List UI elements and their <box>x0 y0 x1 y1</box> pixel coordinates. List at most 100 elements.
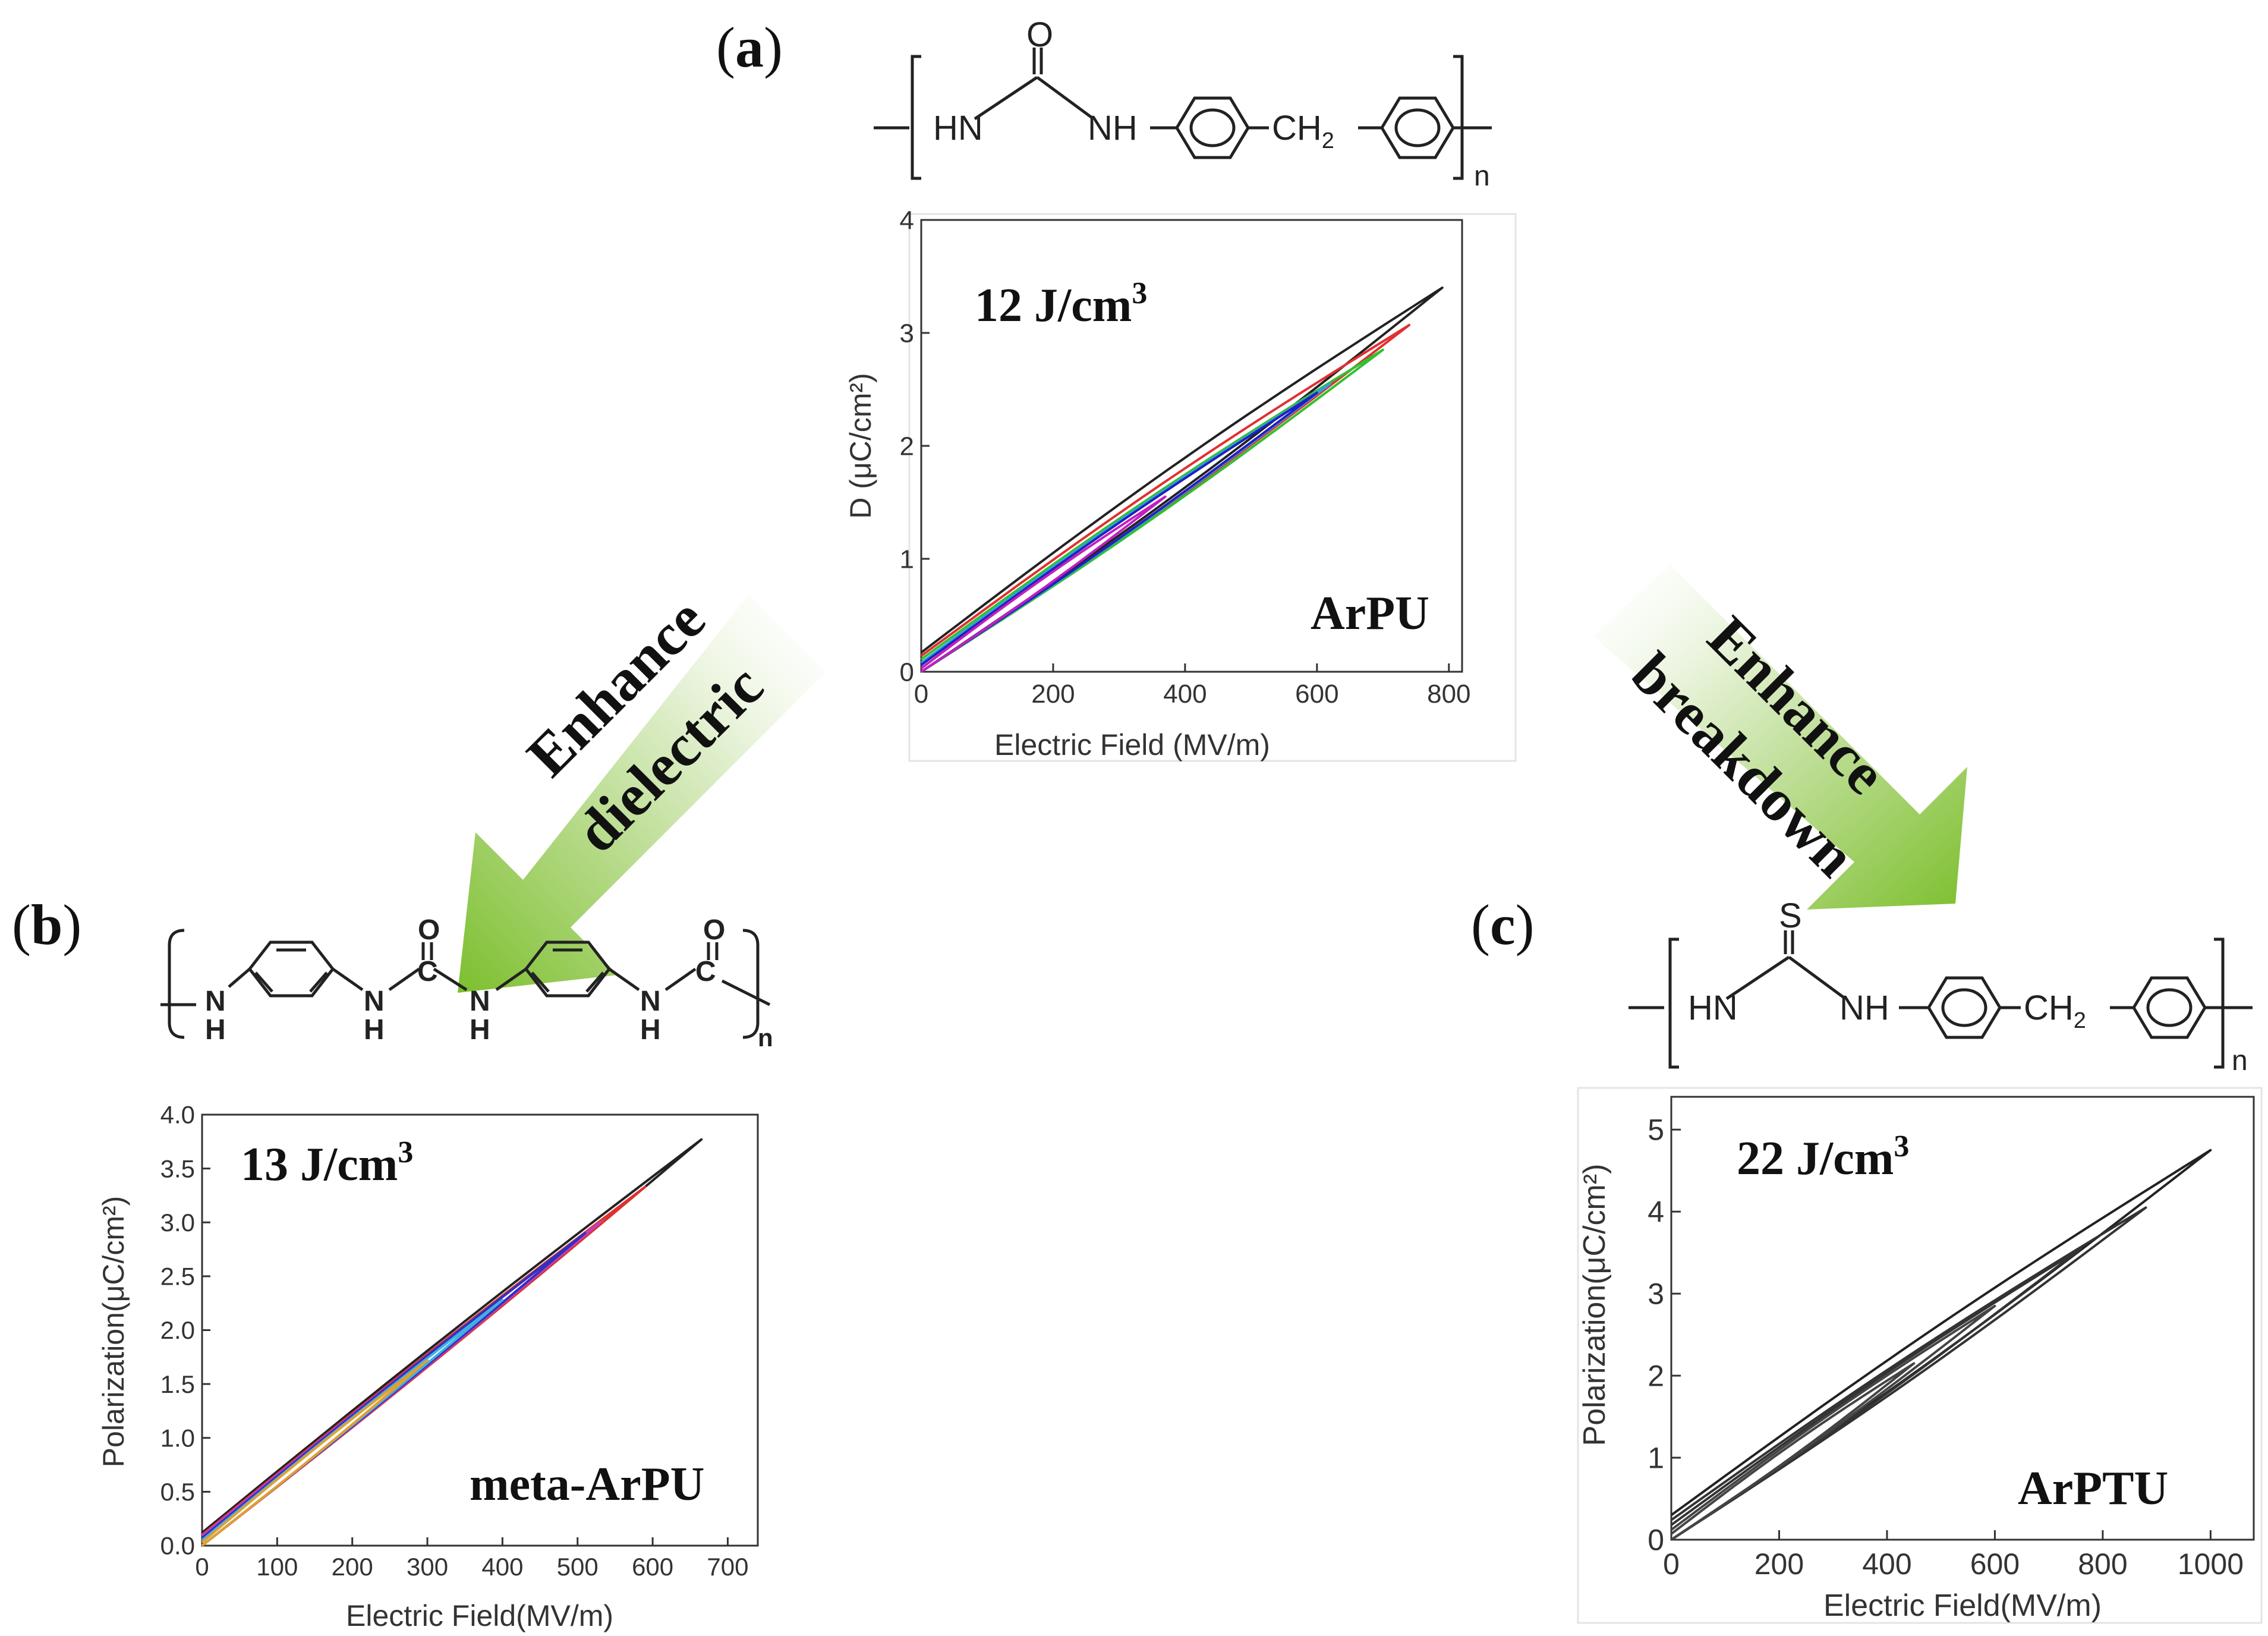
chart-b-xlabel: Electric Field(MV/m) <box>346 1599 613 1632</box>
benzene-ring-icon <box>1927 976 2002 1039</box>
chart-b: 0 100 200 300 400 500 600 700 0.0 0.5 1.0 1.5 2.0 2.5… <box>97 1101 759 1632</box>
chart-c-ytick-label: 3 <box>1648 1278 1664 1311</box>
chart-c-plot-area <box>1670 1096 2255 1541</box>
chart-a-series-5-loop <box>920 391 1318 673</box>
chart-a-polymer-label: ArPU <box>1311 587 1429 640</box>
chart-b-xtick-label: 200 <box>332 1553 373 1581</box>
formula-b-o2: O <box>703 914 725 946</box>
chart-c: 0 200 400 600 800 1000 0 1 2 3 4 5 22 J/cm3 ArPTU E… <box>1577 1087 2263 1624</box>
formula-b-h2: H <box>364 1014 385 1046</box>
benzene-ring-icon <box>1380 96 1455 159</box>
chart-b-series-6-loop <box>201 1359 429 1547</box>
chart-a-series-6-loop <box>920 495 1167 673</box>
chart-b-ytick-label: 1.5 <box>160 1370 195 1398</box>
chart-b-polymer-label: meta-ArPU <box>470 1458 704 1511</box>
chart-b-xtick-label: 0 <box>195 1553 209 1581</box>
formula-b-c2: C <box>695 956 716 987</box>
formula-b-n3: N <box>470 986 490 1017</box>
chart-c-ylabel: Polarization(μC/cm²) <box>1577 1164 1612 1446</box>
formula-b-n4: N <box>640 986 661 1017</box>
chart-c-ytick-label: 5 <box>1648 1113 1664 1147</box>
formula-c-ch2: CH2 <box>2024 989 2086 1033</box>
formula-a-n: n <box>1474 161 1490 192</box>
chart-c-ytick-label: 2 <box>1648 1360 1664 1393</box>
chart-c-xtick-label: 1000 <box>2178 1547 2244 1581</box>
formula-b-c1: C <box>417 956 438 987</box>
formula-c-nh: NH <box>1839 989 1889 1027</box>
formula-c-hn: HN <box>1688 989 1738 1027</box>
chart-b-ytick-label: 3.0 <box>160 1209 195 1237</box>
panel-c: (c) HN S NH CH2 n 0 200 400 600 <box>1471 893 2263 1624</box>
chart-c-ytick-label: 0 <box>1648 1524 1664 1557</box>
chart-b-energy: 13 J/cm3 <box>241 1135 413 1191</box>
arrow-right-shape <box>1593 565 1967 910</box>
chart-b-xtick-label: 700 <box>707 1553 748 1581</box>
chart-c-xtick-label: 0 <box>1663 1547 1680 1581</box>
formula-a-hn: HN <box>933 109 983 147</box>
chart-a-ytick-label: 0 <box>900 657 914 687</box>
chart-b-ylabel: Polarization(μC/cm²) <box>97 1196 130 1468</box>
chart-b-ytick-label: 2.5 <box>160 1263 195 1291</box>
chart-a: 0 200 400 600 800 0 1 2 3 4 12 J/cm3 ArPU Electri… <box>844 206 1517 762</box>
formula-a-nh: NH <box>1088 109 1138 147</box>
arrow-enhance-breakdown: Enhance breakdown <box>1593 565 1967 910</box>
chart-a-xtick-label: 800 <box>1427 679 1470 709</box>
formula-b-h1: H <box>205 1014 226 1046</box>
chart-a-xtick-label: 400 <box>1163 679 1207 709</box>
formula-b-n1: N <box>205 986 226 1017</box>
chart-c-xtick-label: 200 <box>1754 1547 1804 1581</box>
chart-c-xlabel: Electric Field(MV/m) <box>1823 1588 2102 1623</box>
panel-letter-a: (a) <box>716 15 783 79</box>
formula-b-o1: O <box>418 914 440 946</box>
arrow-left-shape <box>458 594 826 993</box>
chart-b-ytick-label: 1.0 <box>160 1424 195 1452</box>
chart-c-ytick-label: 4 <box>1648 1195 1664 1229</box>
chart-a-series-1-loop <box>920 287 1444 673</box>
chart-c-series-3-loop <box>1670 1247 2083 1541</box>
chart-a-series-3-loop <box>920 348 1384 673</box>
formula-a-o: O <box>1026 15 1053 54</box>
benzene-ring-icon <box>524 940 612 998</box>
chart-c-series-5-loop <box>1670 1362 1916 1541</box>
chart-a-xlabel: Electric Field (MV/m) <box>994 728 1270 762</box>
chart-b-ytick-label: 3.5 <box>160 1154 195 1182</box>
chart-b-xtick-label: 100 <box>256 1553 298 1581</box>
chart-a-ytick-label: 4 <box>900 206 914 235</box>
formula-b-n: n <box>758 1024 773 1052</box>
formula-b-h4: H <box>640 1014 661 1046</box>
formula-arptu <box>1628 930 2253 1069</box>
chart-c-series-2-loop <box>1670 1206 2147 1541</box>
chart-c-xtick-label: 600 <box>1970 1547 2020 1581</box>
chart-a-ytick-label: 2 <box>900 432 914 461</box>
benzene-ring-icon <box>2132 976 2207 1039</box>
chart-a-ylabel: D (μC/cm²) <box>844 373 877 518</box>
formula-c-n: n <box>2232 1045 2248 1077</box>
chart-a-ytick-label: 3 <box>900 319 914 348</box>
chart-a-xtick-label: 200 <box>1031 679 1075 709</box>
formula-meta-arpu <box>160 929 771 1039</box>
panel-b: (b) N <box>12 893 773 1632</box>
panel-letter-c: (c) <box>1471 893 1535 957</box>
panel-letter-b: (b) <box>12 893 81 957</box>
chart-a-ytick-label: 1 <box>900 545 914 574</box>
chart-c-energy: 22 J/cm3 <box>1737 1130 1909 1185</box>
chart-a-xtick-label: 600 <box>1295 679 1338 709</box>
chart-b-ytick-label: 2.0 <box>160 1316 195 1344</box>
panel-a: (a) HN O NH CH2 n 0 200 400 600 <box>716 15 1517 762</box>
chart-c-ytick-label: 1 <box>1648 1442 1664 1475</box>
formula-a-ch2: CH2 <box>1272 109 1334 153</box>
chart-b-xtick-label: 300 <box>407 1553 448 1581</box>
chart-a-xtick-label: 0 <box>914 679 928 709</box>
chart-b-ytick-label: 4.0 <box>160 1101 195 1129</box>
chart-c-polymer-label: ArPTU <box>2018 1462 2168 1515</box>
chart-b-ytick-label: 0.0 <box>160 1532 195 1560</box>
arrow-enhance-dielectric: Enhance dielectric <box>458 586 826 993</box>
formula-b-h3: H <box>470 1014 490 1046</box>
formula-arpu <box>874 48 1492 180</box>
formula-c-s: S <box>1779 896 1802 935</box>
chart-b-xtick-label: 500 <box>557 1553 598 1581</box>
chart-c-xtick-label: 400 <box>1862 1547 1911 1581</box>
chart-b-xtick-label: 600 <box>632 1553 673 1581</box>
benzene-ring-icon <box>1175 96 1250 159</box>
